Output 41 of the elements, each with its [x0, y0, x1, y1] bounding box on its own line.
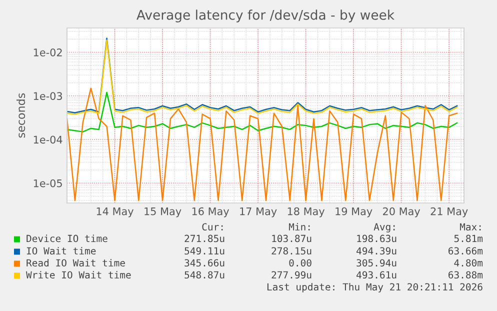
text: 5.81m	[454, 234, 483, 242]
text: 345.66u	[184, 259, 224, 267]
y-tick-label: 1e-02	[34, 48, 62, 56]
text: 493.61u	[356, 271, 396, 279]
text: 494.39u	[356, 247, 396, 255]
text: 305.94u	[356, 259, 396, 267]
legend-label: Read IO Wait time	[26, 259, 125, 267]
line-series	[67, 92, 458, 132]
y-tick-label: 1e-03	[34, 92, 62, 100]
text: Last update: Thu May 21 20:21:11 2026	[267, 283, 482, 292]
legend-label: IO Wait time	[26, 247, 96, 255]
text: 271.85u	[184, 234, 224, 242]
text: Max:	[460, 223, 481, 231]
text: Avg:	[374, 223, 395, 232]
x-tick-label: 14 May	[96, 207, 134, 218]
text: Min:	[288, 223, 310, 230]
x-tick-label: 15 May	[144, 207, 182, 218]
x-tick-label: 16 May	[192, 207, 230, 218]
text: 198.63u	[357, 234, 396, 242]
text: 278.15u	[272, 247, 312, 255]
x-tick-label: 20 May	[383, 207, 420, 218]
text: 103.87u	[272, 234, 312, 242]
text: 277.99u	[272, 271, 312, 279]
x-tick-label: 21 May	[430, 207, 468, 218]
text: 63.66m	[448, 247, 483, 255]
x-tick-label: 18 May	[288, 207, 325, 218]
chart-title: Average latency for /dev/sda - by week	[136, 10, 395, 22]
legend-label: Device IO time	[26, 234, 108, 242]
x-tick-label: 19 May	[336, 207, 372, 218]
y-axis-title: seconds	[16, 93, 26, 138]
text: 0.00	[289, 259, 312, 267]
y-tick-label: 1e-04	[34, 136, 62, 144]
text: 549.11u	[184, 247, 224, 255]
text: 4.80m	[454, 259, 483, 267]
x-tick-label: 17 May	[240, 207, 277, 218]
y-tick-label: 1e-05	[34, 179, 62, 188]
legend-label: Write IO Wait time	[26, 271, 131, 279]
line-series	[67, 88, 458, 202]
text: 548.87u	[184, 271, 224, 279]
text: 63.88m	[448, 271, 483, 279]
text: Cur:	[202, 223, 223, 231]
